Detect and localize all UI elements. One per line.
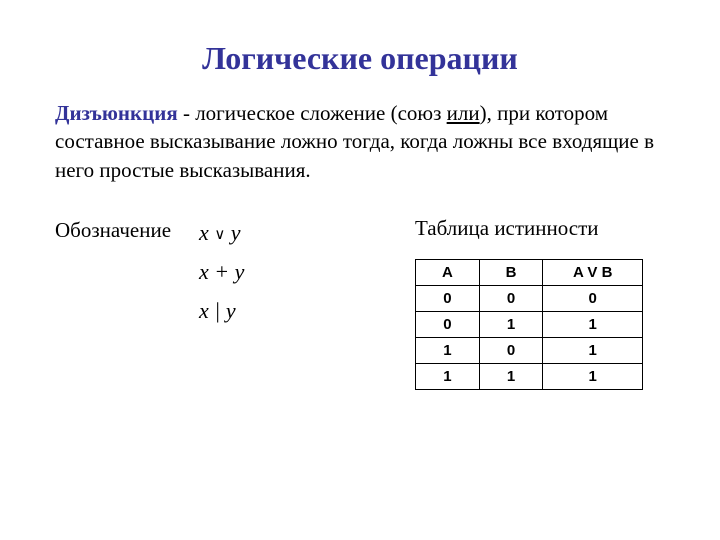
f1-op: ∨ [214,227,225,243]
cell: 1 [543,312,643,338]
cell: 1 [416,338,480,364]
cell: 1 [416,364,480,390]
def-dash: - [178,101,196,125]
truth-table: A B A V B 0 0 0 0 1 1 [415,259,643,390]
definition-paragraph: Дизъюнкция - логическое сложение (союз и… [55,99,665,184]
f1-x: x [199,220,209,245]
cell: 0 [416,286,480,312]
table-header-row: A B A V B [416,260,643,286]
formula-list: x ∨ y x + y x | y [199,216,244,326]
formula-2: x + y [199,257,244,288]
table-row: 0 1 1 [416,312,643,338]
slide-content: Логические операции Дизъюнкция - логичес… [0,0,720,390]
cell: 0 [543,286,643,312]
def-text1: логическое сложение (союз [195,101,446,125]
table-row: 1 1 1 [416,364,643,390]
cell: 1 [543,338,643,364]
col-b: B [479,260,543,286]
cell: 1 [479,312,543,338]
f1-y: y [231,220,241,245]
term-disjunction: Дизъюнкция [55,101,178,125]
col-avb: A V B [543,260,643,286]
truth-table-block: Таблица истинности A B A V B 0 0 0 [415,216,665,390]
table-row: 1 0 1 [416,338,643,364]
formula-1: x ∨ y [199,218,244,249]
table-label: Таблица истинности [415,216,665,241]
cell: 1 [543,364,643,390]
lower-section: Обозначение x ∨ y x + y x | y Таблица ис… [55,216,665,390]
cell: 0 [416,312,480,338]
formula-3: x | y [199,296,244,327]
def-union: или [447,101,480,125]
cell: 1 [479,364,543,390]
notation-block: Обозначение x ∨ y x + y x | y [55,216,365,326]
notation-label: Обозначение [55,216,171,243]
table-row: 0 0 0 [416,286,643,312]
cell: 0 [479,286,543,312]
cell: 0 [479,338,543,364]
page-title: Логические операции [55,40,665,77]
col-a: A [416,260,480,286]
